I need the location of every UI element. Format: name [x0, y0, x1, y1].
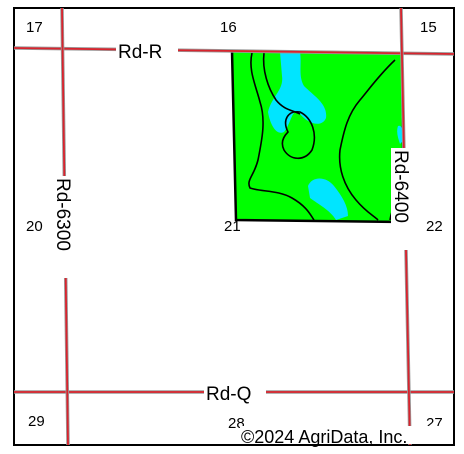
soil-line-3: [281, 110, 316, 160]
road-label-group-6300: Rd-6300: [52, 176, 75, 278]
water-area-south: [308, 178, 348, 220]
road-label-bg-r: [116, 40, 178, 62]
section-17: 17: [26, 19, 43, 36]
soil-line-1: [248, 52, 315, 221]
road-label-bg-6400: [391, 148, 413, 250]
road-label-6400: Rd-6400: [390, 150, 411, 223]
road-label-6300: Rd-6300: [52, 178, 73, 251]
section-29: 29: [28, 413, 45, 430]
soil-line-2: [262, 52, 301, 115]
section-21: 21: [224, 218, 241, 235]
road-label-group-6400: Rd-6400: [390, 148, 413, 250]
section-15: 15: [420, 19, 437, 36]
soil-line-4: [338, 59, 396, 221]
copyright-bg: [240, 426, 452, 444]
copyright-text: ©2024 AgriData, Inc.: [241, 427, 407, 447]
road-label-q: Rd-Q: [206, 384, 251, 405]
section-16: 16: [220, 19, 237, 36]
section-22: 22: [426, 218, 443, 235]
section-20: 20: [26, 218, 43, 235]
water-area-north: [268, 52, 327, 133]
road-label-bg-q: [204, 382, 266, 404]
field-parcel[interactable]: [230, 49, 406, 224]
road-label-r: Rd-R: [118, 42, 162, 63]
road-label-bg-6300: [53, 176, 75, 278]
road-line-r-inner: [13, 47, 455, 55]
